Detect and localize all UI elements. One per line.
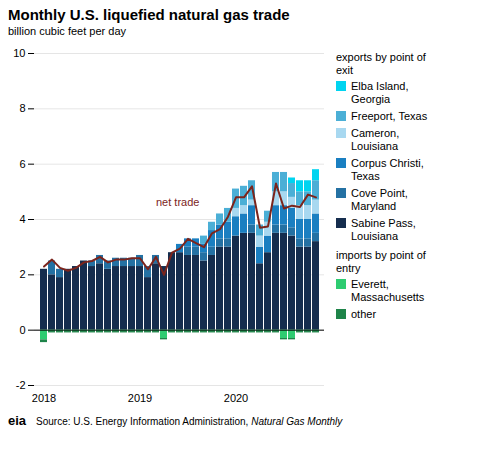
html-text:eia: eia xyxy=(8,413,27,428)
svg-text:net trade: net trade xyxy=(156,196,199,208)
html-text:Cameron, Louisiana: Cameron, Louisiana xyxy=(351,127,400,152)
html-text:billion cubic feet per day: billion cubic feet per day xyxy=(8,25,126,37)
html-text:Source: U.S. Energy Informatio: Source: U.S. Energy Information Administ… xyxy=(36,416,343,427)
svg-text:0: 0 xyxy=(19,324,25,336)
svg-text:2019: 2019 xyxy=(128,392,152,404)
svg-text:2018: 2018 xyxy=(32,392,56,404)
html-text:exports by point of exit: exports by point of exit xyxy=(336,51,426,76)
svg-text:6: 6 xyxy=(19,158,25,170)
html-text:Freeport, Texas: Freeport, Texas xyxy=(351,110,428,122)
svg-text:2020: 2020 xyxy=(224,392,248,404)
html-text:Sabine Pass, Louisiana: Sabine Pass, Louisiana xyxy=(351,217,416,242)
html-text:Corpus Christi, Texas: Corpus Christi, Texas xyxy=(351,157,424,182)
svg-text:2: 2 xyxy=(19,268,25,280)
svg-text:4: 4 xyxy=(19,213,25,225)
html-text:Elba Island, Georgia: Elba Island, Georgia xyxy=(351,80,409,105)
html-text:other: other xyxy=(351,308,377,320)
html-text:Cove Point, Maryland: Cove Point, Maryland xyxy=(351,187,408,212)
svg-text:-2: -2 xyxy=(16,379,26,391)
html-text:Everett, Massachusetts: Everett, Massachusetts xyxy=(351,278,425,303)
svg-text:8: 8 xyxy=(19,102,25,114)
html-text:Monthly U.S. liquefied natural: Monthly U.S. liquefied natural gas trade xyxy=(8,6,290,23)
html-text:imports by point of entry: imports by point of entry xyxy=(336,249,426,274)
svg-text:10: 10 xyxy=(13,47,25,59)
